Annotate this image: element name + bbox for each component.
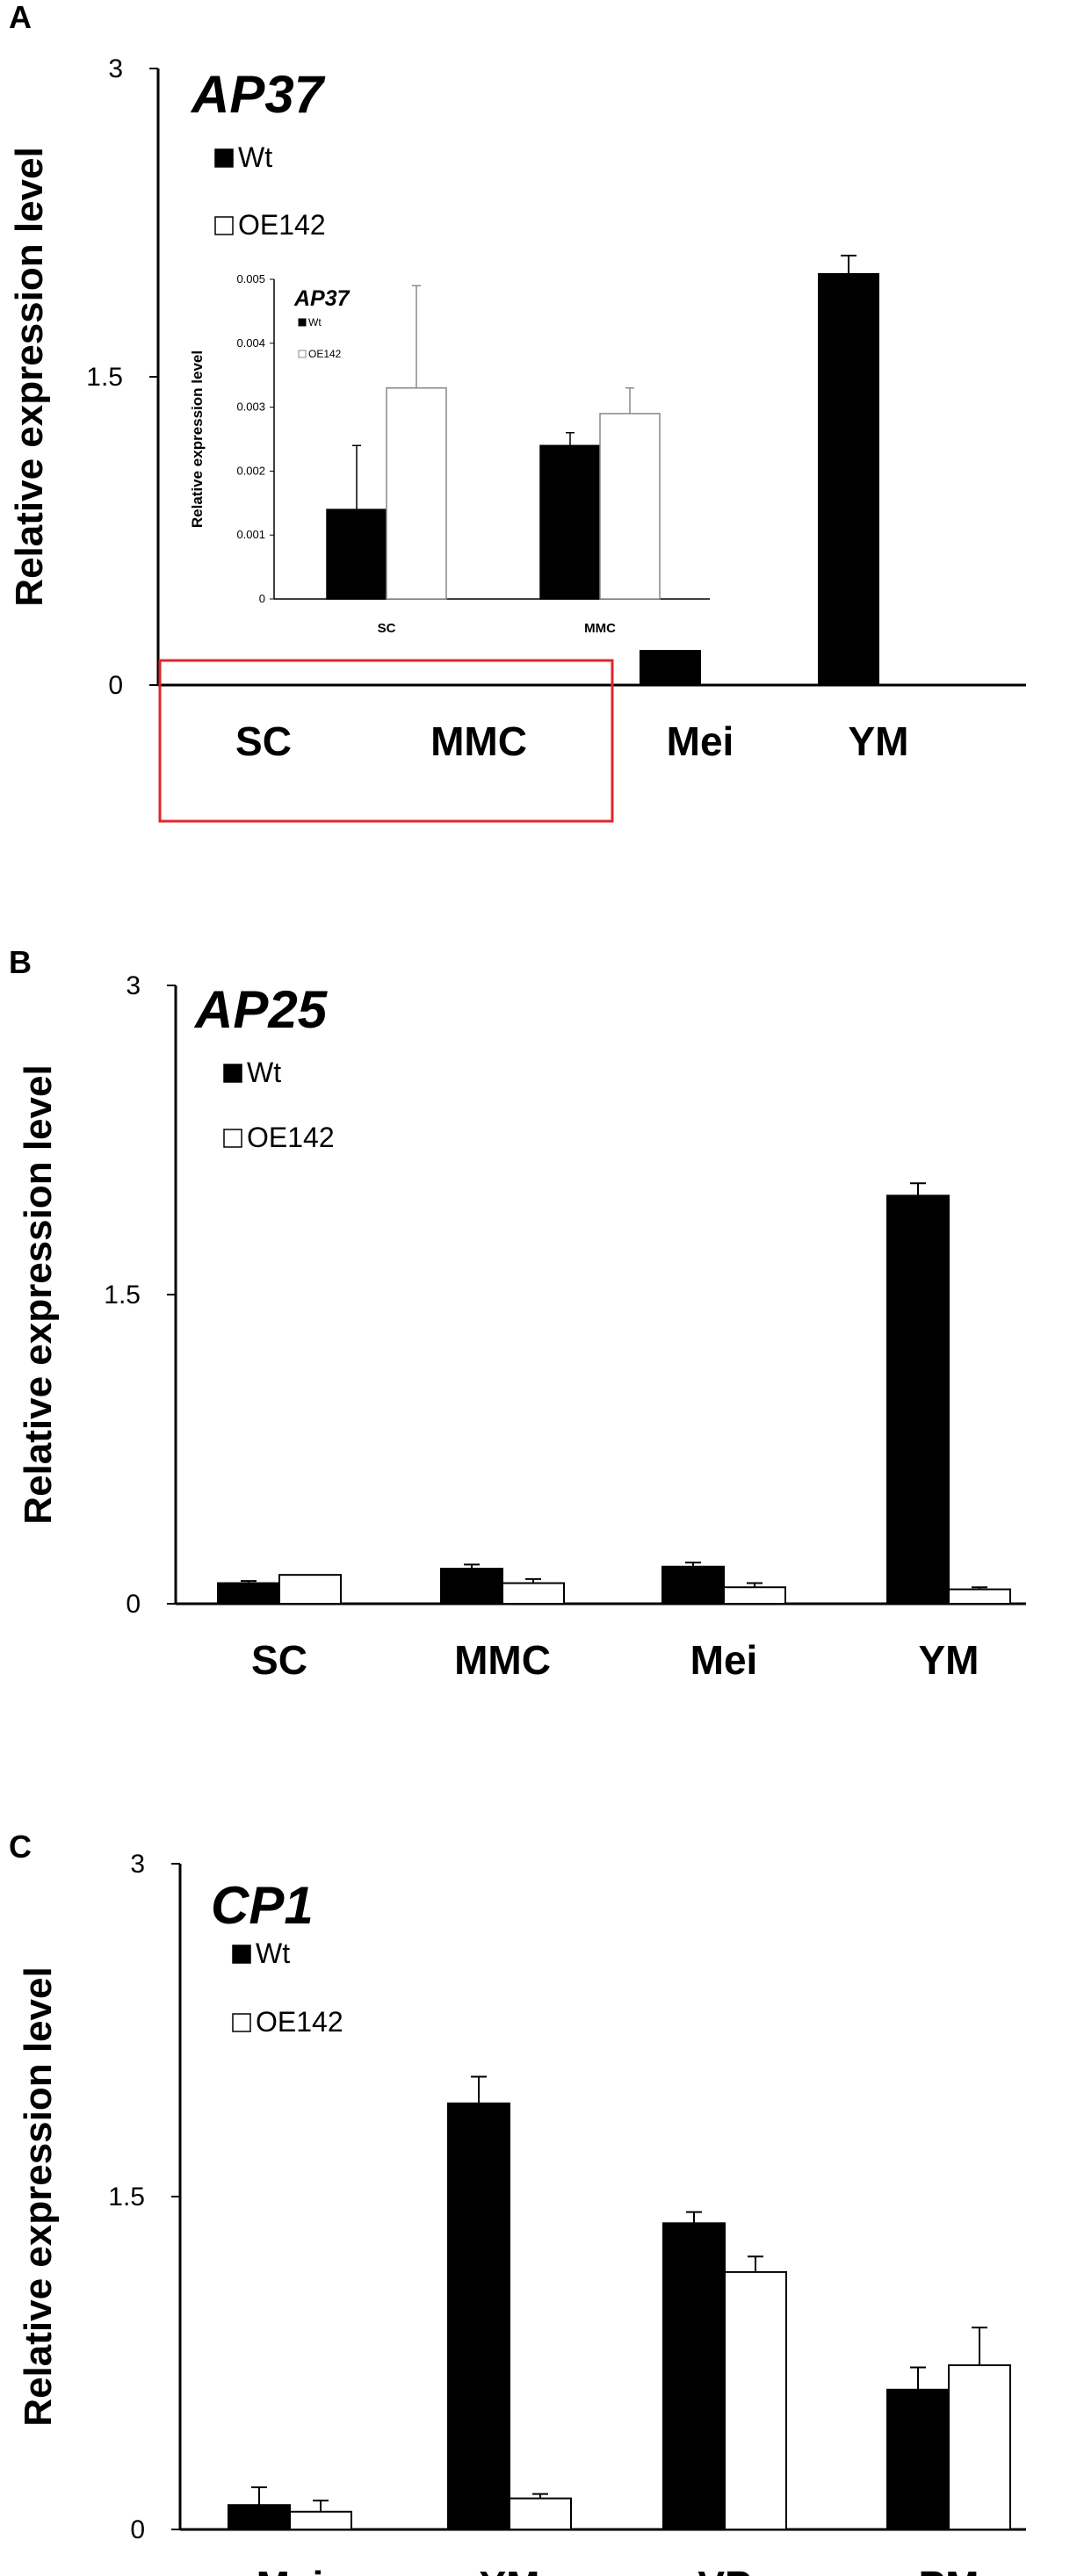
- bar-wt-ym: [818, 273, 879, 686]
- x-category-label: SC: [251, 1637, 307, 1683]
- inset-y-tick-label: 0.002: [236, 464, 265, 477]
- inset-bar-oe-mmc: [599, 413, 661, 600]
- inset-chart: 0 0.001 0.002 0.003 0.004 0.005 Relative expre…: [176, 263, 713, 650]
- inset-bar-wt-mmc: [539, 444, 601, 600]
- legend-swatch-oe: [223, 1129, 242, 1148]
- x-category-label: YM: [849, 718, 909, 764]
- bar-oe-ym: [509, 2497, 572, 2531]
- inset-x-category-label: MMC: [584, 621, 616, 636]
- bar-wt-pm: [886, 2388, 950, 2531]
- legend: Wt OE142: [232, 1937, 343, 2038]
- bar-oe-mei: [289, 2510, 352, 2530]
- x-category-label: VP: [698, 2563, 751, 2576]
- bar-oe-mmc: [502, 1582, 565, 1605]
- panel-A: A 0 1.5 3 Relative expression level AP37 Wt OE1…: [8, 0, 1026, 764]
- inset-y-tick-label: 0: [259, 592, 265, 605]
- x-category-label: MMC: [454, 1637, 551, 1683]
- bar-wt-sc: [217, 1582, 280, 1605]
- panel-B: B 0 1.5 3 Relative expression level AP25 Wt OE1…: [9, 944, 1026, 1683]
- inset-y-tick-label: 0.003: [236, 400, 265, 414]
- y-tick-label: 3: [108, 54, 123, 83]
- bar-oe-pm: [948, 2364, 1011, 2530]
- chart-title: AP37: [190, 65, 326, 124]
- bar-wt-vp: [662, 2222, 726, 2531]
- bar-wt-mei: [661, 1565, 725, 1605]
- bar-wt-ym: [886, 1194, 950, 1605]
- x-category-label: SC: [235, 718, 292, 764]
- x-category-label: MMC: [430, 718, 527, 764]
- inset-bar-oe-sc: [386, 387, 447, 600]
- y-tick-label: 0: [130, 2515, 145, 2544]
- inset-y-axis-label: Relative expression level: [189, 350, 206, 528]
- legend: Wt OE142: [223, 1057, 335, 1153]
- y-axis-label: Relative expression level: [8, 147, 51, 606]
- y-tick-label: 0: [126, 1590, 141, 1619]
- x-category-label: Mei: [257, 2563, 324, 2576]
- x-category-label: Mei: [667, 718, 734, 764]
- legend-label-wt: Wt: [256, 1937, 290, 1969]
- inset-y-tick-label: 0.004: [236, 336, 265, 350]
- x-category-label: PM: [919, 2563, 979, 2576]
- bar-oe-vp: [724, 2270, 787, 2531]
- panel-letter: A: [9, 0, 32, 35]
- inset-legend-swatch-wt: [298, 318, 307, 327]
- inset-legend-label-oe: OE142: [308, 348, 342, 360]
- x-category-label: Mei: [690, 1637, 758, 1683]
- inset-x-category-label: SC: [378, 621, 396, 636]
- bar-wt-mei: [228, 2504, 291, 2531]
- y-tick-label: 1.5: [104, 1281, 141, 1310]
- bar-wt-mmc: [440, 1568, 503, 1605]
- x-category-label: YM: [919, 1637, 979, 1683]
- y-tick-label: 3: [126, 971, 141, 1000]
- legend-label-wt: Wt: [238, 141, 272, 173]
- inset-legend-swatch-oe: [298, 350, 307, 358]
- bar-oe-ym: [948, 1588, 1011, 1605]
- legend: Wt OE142: [214, 141, 326, 241]
- legend-label-oe: OE142: [256, 2006, 343, 2038]
- panel-letter: B: [9, 944, 32, 980]
- bar-oe-mei: [723, 1586, 786, 1605]
- legend-swatch-oe: [232, 2013, 251, 2032]
- y-tick-label: 0: [108, 671, 123, 700]
- legend-swatch-wt: [223, 1064, 242, 1083]
- legend-label-oe: OE142: [238, 209, 326, 241]
- inset-legend-label-wt: Wt: [308, 316, 322, 328]
- legend-label-wt: Wt: [247, 1057, 281, 1088]
- panel-letter: C: [9, 1829, 32, 1865]
- legend-swatch-wt: [232, 1945, 251, 1964]
- inset-y-tick-label: 0.005: [236, 272, 265, 285]
- y-tick-label: 1.5: [108, 2183, 145, 2212]
- bar-oe-sc: [278, 1574, 342, 1605]
- chart-title: CP1: [211, 1876, 314, 1935]
- legend-label-oe: OE142: [247, 1122, 335, 1153]
- chart-title: AP25: [193, 980, 329, 1039]
- highlight-box: [158, 659, 614, 823]
- x-category-label: YM: [480, 2563, 540, 2576]
- y-axis-label: Relative expression level: [17, 1064, 60, 1524]
- bar-wt-ym: [447, 2102, 510, 2530]
- inset-bar-wt-sc: [326, 509, 387, 600]
- legend-swatch-wt: [214, 148, 234, 168]
- y-tick-label: 1.5: [86, 363, 123, 392]
- y-axis-label: Relative expression level: [17, 1966, 60, 2426]
- inset-y-tick-label: 0.001: [236, 528, 265, 541]
- legend-swatch-oe: [214, 216, 234, 235]
- y-tick-label: 3: [130, 1850, 145, 1879]
- inset-title: AP37: [293, 286, 351, 311]
